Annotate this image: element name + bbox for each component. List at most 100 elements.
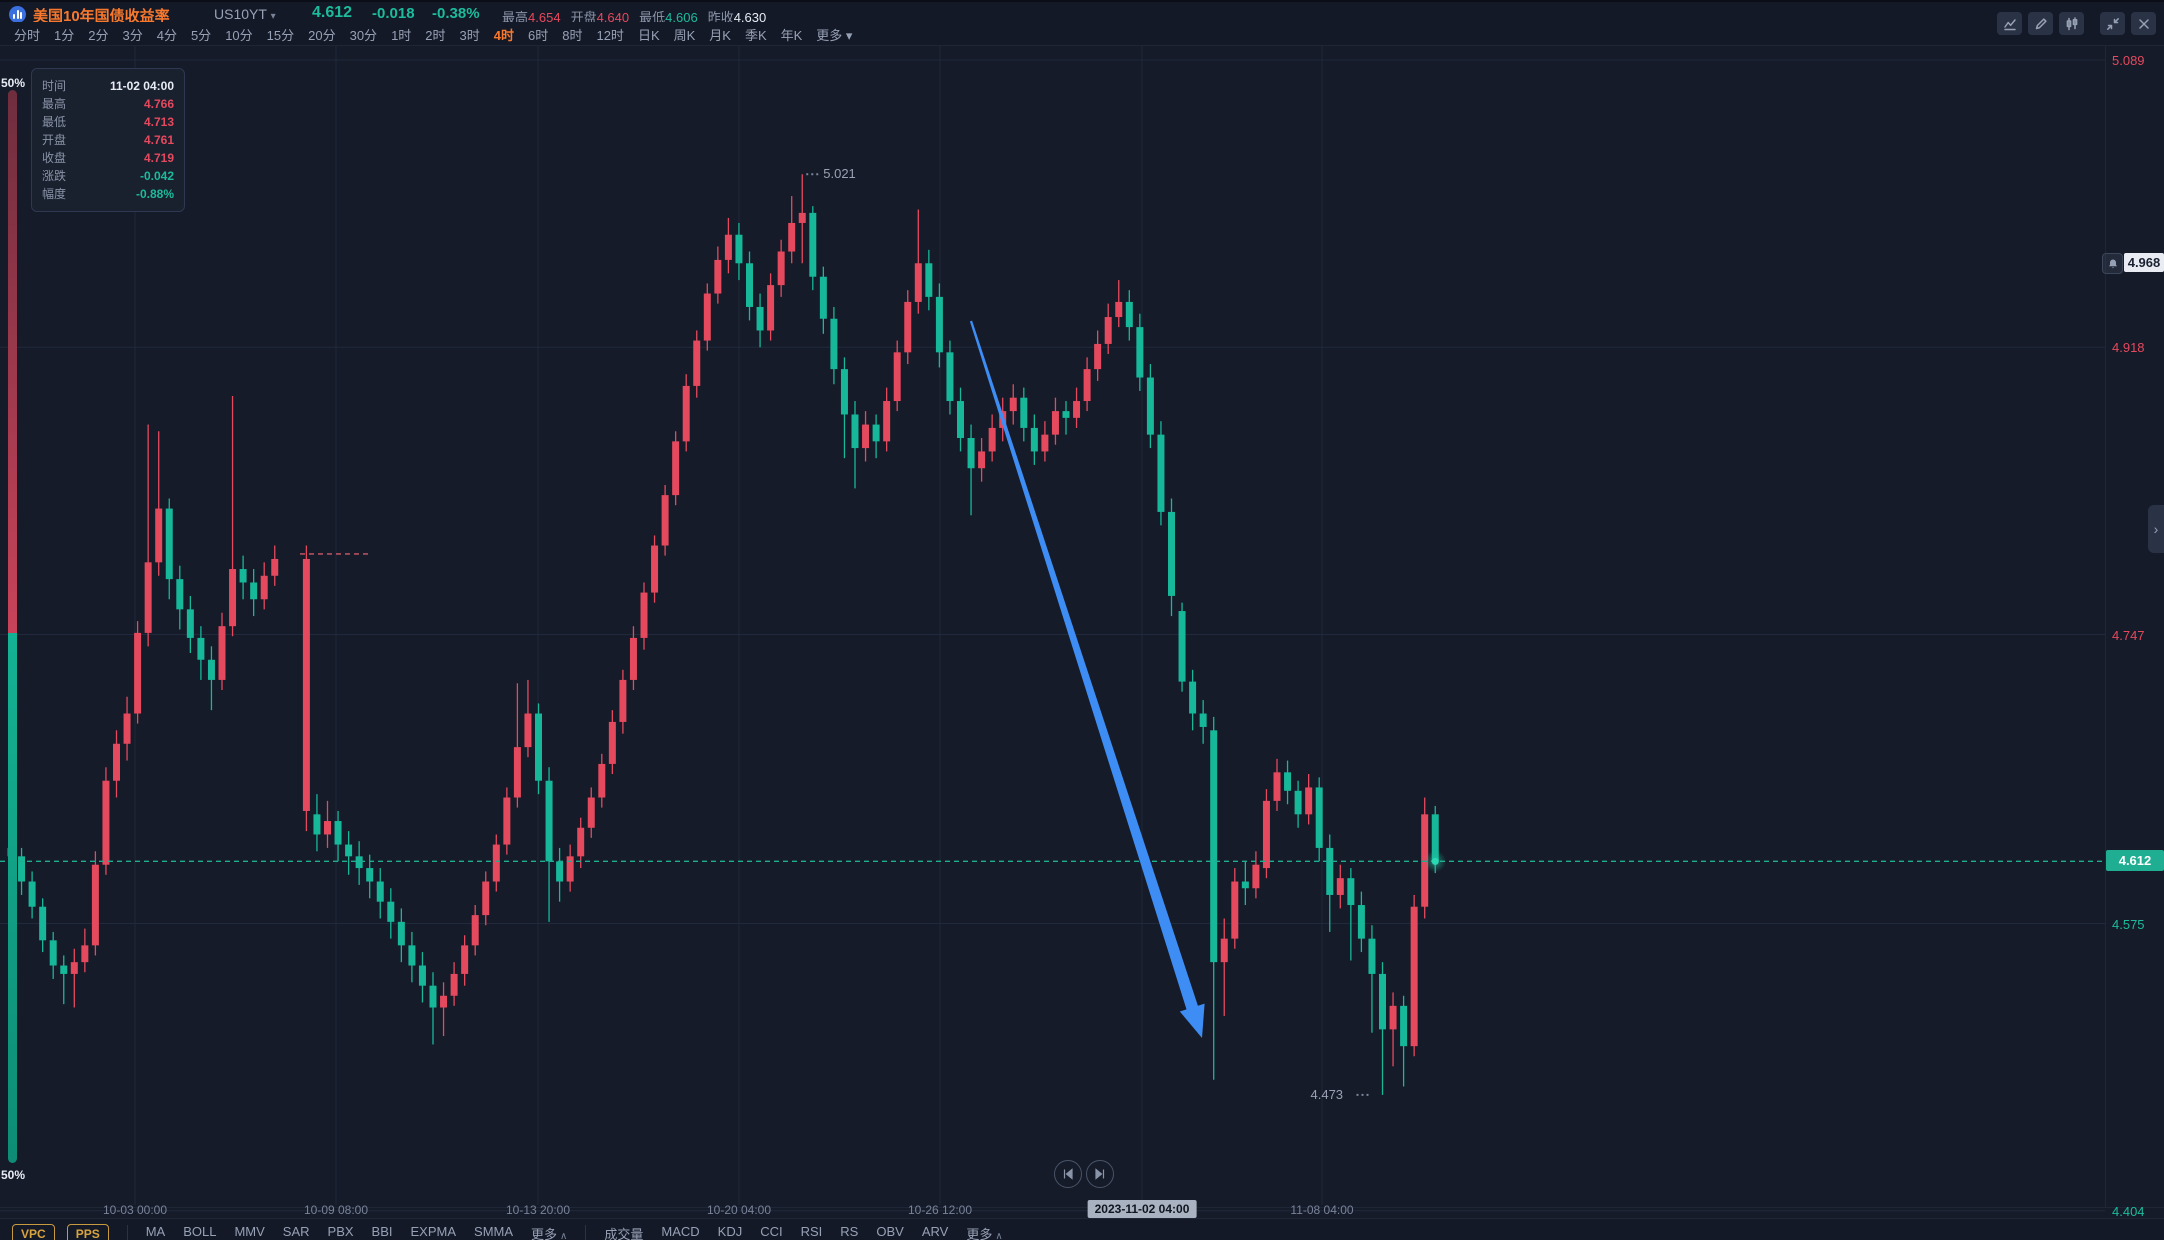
timeframe-分时[interactable]: 分时 xyxy=(14,27,41,43)
candle-body xyxy=(91,864,99,946)
sub-indicator-KDJ[interactable]: KDJ xyxy=(717,1224,743,1239)
timeframe-6时[interactable]: 6时 xyxy=(528,27,549,43)
current-price-badge: 4.612 xyxy=(2106,850,2164,872)
bell-icon xyxy=(2108,259,2117,268)
candle-body xyxy=(1136,327,1144,378)
price-alert-badge[interactable]: 4.968 xyxy=(2124,253,2164,273)
timeframe-年K[interactable]: 年K xyxy=(780,27,803,43)
candlestick-button[interactable] xyxy=(2059,12,2084,35)
sub-indicator-CCI[interactable]: CCI xyxy=(760,1224,783,1239)
timeframe-12时[interactable]: 12时 xyxy=(596,27,624,43)
timeframe-15分[interactable]: 15分 xyxy=(266,27,295,43)
candle-body xyxy=(260,575,268,600)
close-button[interactable] xyxy=(2131,12,2156,35)
candle-body xyxy=(450,973,458,996)
overlays-more-menu[interactable]: 更多 ∧ xyxy=(531,1227,568,1240)
timeframe-5分[interactable]: 5分 xyxy=(190,27,212,43)
overlay-indicator-MMV[interactable]: MMV xyxy=(234,1224,265,1239)
overlay-indicator-MA[interactable]: MA xyxy=(145,1224,166,1239)
timeframe-3时[interactable]: 3时 xyxy=(459,27,480,43)
candle-body xyxy=(1189,681,1197,714)
overlay-indicator-PBX[interactable]: PBX xyxy=(327,1224,354,1239)
candle-body xyxy=(239,569,247,583)
indicators-more-menu[interactable]: 更多 ∧ xyxy=(966,1227,1003,1240)
candle-body xyxy=(1400,1005,1408,1047)
timeframe-8时[interactable]: 8时 xyxy=(562,27,583,43)
indicator-bar: VPC PPS MA BOLL MMV SAR PBX BBI EXPMA SMMA 更多 ∧ 成交量 M… xyxy=(0,1218,2164,1240)
candle-body xyxy=(566,856,574,882)
sub-indicator-成交量[interactable]: 成交量 xyxy=(604,1227,644,1240)
candle-body xyxy=(1326,847,1334,895)
pencil-button[interactable] xyxy=(2028,12,2053,35)
close-icon xyxy=(2138,18,2149,29)
candle-body xyxy=(672,441,680,496)
drawn-arrow-annotation[interactable] xyxy=(969,320,1205,1039)
timeframe-10分[interactable]: 10分 xyxy=(225,27,253,43)
sub-indicator-RS[interactable]: RS xyxy=(840,1224,859,1239)
timeframe-more-menu[interactable]: 更多 ▾ xyxy=(816,27,853,43)
tooltip-row: 开盘 4.761 xyxy=(42,133,174,147)
collapse-icon xyxy=(2106,17,2119,30)
timeframe-1时[interactable]: 1时 xyxy=(391,27,412,43)
price-tick-label: 4.747 xyxy=(2112,627,2145,643)
candle-body xyxy=(186,609,194,638)
timeframe-日K[interactable]: 日K xyxy=(637,27,660,43)
candle-body xyxy=(70,962,78,974)
candle-body xyxy=(1157,434,1165,512)
timeframe-季K[interactable]: 季K xyxy=(744,27,767,43)
overlay-indicator-EXPMA[interactable]: EXPMA xyxy=(410,1224,457,1239)
candle-body xyxy=(904,301,912,353)
symbol-dropdown-caret[interactable]: ▾ xyxy=(270,11,276,22)
timeframe-3分[interactable]: 3分 xyxy=(122,27,143,43)
timeframe-月K[interactable]: 月K xyxy=(709,27,731,43)
skip-to-end-button[interactable] xyxy=(1086,1160,1114,1188)
timeframe-4分[interactable]: 4分 xyxy=(156,27,177,43)
indicator-badge-PPS[interactable]: PPS xyxy=(66,1224,109,1240)
timeframe-2分[interactable]: 2分 xyxy=(88,27,109,43)
candle-body xyxy=(1062,411,1070,418)
timeframe-4时[interactable]: 4时 xyxy=(493,27,514,43)
indicator-badge-VPC[interactable]: VPC xyxy=(12,1224,55,1240)
sub-indicator-ARV[interactable]: ARV xyxy=(921,1224,949,1239)
trend-line-button[interactable] xyxy=(1997,12,2022,35)
tooltip-row: 涨跌 -0.042 xyxy=(42,169,174,183)
side-panel-expander[interactable]: › xyxy=(2148,505,2164,553)
sub-indicator-MACD[interactable]: MACD xyxy=(661,1224,700,1239)
skip-to-start-button[interactable] xyxy=(1054,1160,1082,1188)
sub-indicator-RSI[interactable]: RSI xyxy=(800,1224,823,1239)
candle-body xyxy=(756,306,764,331)
candle-body xyxy=(1315,787,1323,848)
candle-body xyxy=(777,251,785,286)
candle-body xyxy=(1073,401,1081,418)
candle-body xyxy=(461,945,469,974)
leader-dots xyxy=(811,173,814,176)
candle-body xyxy=(682,385,690,442)
candle-body xyxy=(387,901,395,922)
collapse-button[interactable] xyxy=(2100,12,2125,35)
timeframe-30分[interactable]: 30分 xyxy=(349,27,378,43)
candle-body xyxy=(165,508,173,580)
timeframe-2时[interactable]: 2时 xyxy=(425,27,446,43)
timeframe-1分[interactable]: 1分 xyxy=(54,27,75,43)
candle-body xyxy=(376,881,384,902)
candle-body xyxy=(218,626,226,680)
price-alert-bell-button[interactable] xyxy=(2102,253,2123,275)
last-price: 4.612 xyxy=(312,4,353,21)
timeframe-20分[interactable]: 20分 xyxy=(308,27,336,43)
sub-indicator-OBV[interactable]: OBV xyxy=(876,1224,904,1239)
overlay-indicator-SMMA[interactable]: SMMA xyxy=(474,1224,514,1239)
candle-body xyxy=(81,945,89,963)
timeframe-周K[interactable]: 周K xyxy=(673,27,696,43)
overlay-indicator-SAR[interactable]: SAR xyxy=(282,1224,310,1239)
candle-body xyxy=(492,844,500,882)
overlay-indicator-BBI[interactable]: BBI xyxy=(371,1224,393,1239)
candle-body xyxy=(176,579,184,610)
overlay-indicator-BOLL[interactable]: BOLL xyxy=(183,1224,217,1239)
symbol-name: 美国10年国债收益率 xyxy=(33,8,170,25)
candle-body xyxy=(556,861,564,882)
candlestick-icon xyxy=(2066,16,2077,30)
candle-body xyxy=(1020,397,1028,428)
candle-body xyxy=(1431,814,1439,862)
